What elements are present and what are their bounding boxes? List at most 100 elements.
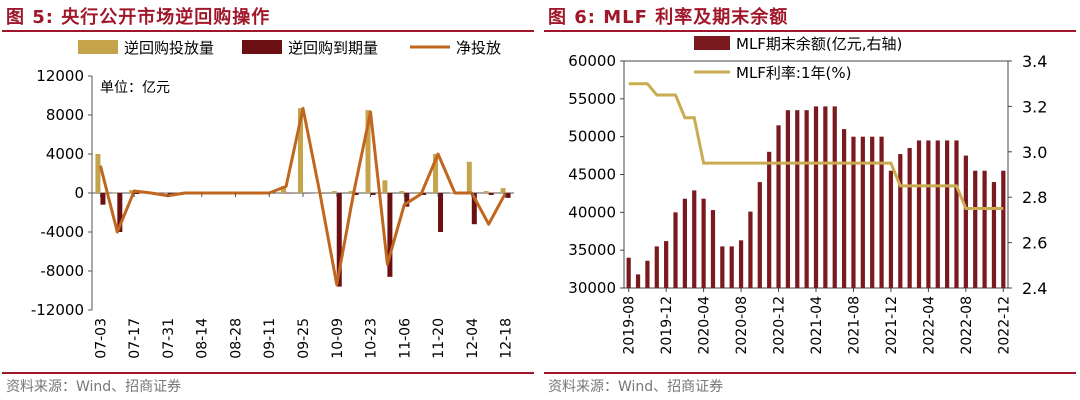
x-tick-label: 10-09 (330, 318, 346, 359)
bar-mlf-balance (682, 198, 687, 288)
bar-mlf-balance (645, 260, 650, 288)
bar-inflow (466, 161, 472, 193)
bar-inflow (449, 192, 455, 194)
bar-inflow (162, 192, 168, 194)
x-tick-label: 2019-08 (622, 296, 638, 355)
title-rule (544, 30, 1076, 32)
y-right-tick-label: 3.0 (1022, 143, 1047, 162)
bar-mlf-balance (935, 140, 940, 288)
bar-maturity (100, 193, 106, 205)
bar-mlf-balance (982, 170, 987, 288)
y-left-tick-label: 35000 (568, 241, 616, 259)
x-tick-label: 2020-12 (772, 296, 788, 355)
x-tick-label: 2021-04 (809, 296, 825, 355)
bar-mlf-balance (785, 110, 791, 288)
bar-mlf-balance (963, 155, 968, 288)
chart-panel-omo: 图 5: 央行公开市场逆回购操作 12000 8000 4000 0 -4000 -800… (2, 0, 534, 400)
bar-mlf-balance (795, 110, 800, 288)
y-left-tick-label: 45000 (568, 166, 616, 184)
x-tick-label: 2022-04 (921, 296, 937, 355)
x-tick-label: 08-28 (228, 318, 244, 359)
x-tick-label: 07-31 (161, 318, 177, 359)
x-tick-label: 10-23 (364, 318, 380, 359)
bar-mlf-balance (776, 125, 781, 288)
y-right-tick-label: 3.2 (1022, 97, 1047, 116)
bar-mlf-balance (664, 241, 669, 288)
bar-mlf-balance (757, 182, 762, 288)
bar-mlf-balance (654, 246, 659, 288)
bar-maturity (488, 193, 494, 195)
x-tick-label: 08-14 (195, 318, 211, 359)
x-tick-label: 2019-12 (659, 296, 675, 355)
legend-swatch-maturity (242, 40, 282, 54)
y-tick-label: 4000 (46, 145, 84, 163)
bar-maturity (319, 193, 325, 194)
bar-mlf-balance (973, 170, 978, 288)
bar-mlf-balance (907, 148, 912, 288)
x-tick-label: 09-11 (262, 318, 278, 359)
legend-label: MLF利率:1年(%) (736, 64, 851, 82)
bar-mlf-balance (860, 136, 865, 288)
bar-mlf-balance (729, 246, 734, 288)
bar-inflow (95, 154, 101, 193)
bar-inflow (500, 188, 506, 193)
x-tick-label: 2020-04 (697, 296, 713, 355)
x-tick-label: 2022-12 (996, 296, 1012, 355)
y-left-tick-label: 30000 (568, 279, 616, 297)
bar-mlf-balance (635, 274, 641, 288)
bar-inflow (433, 154, 439, 193)
bar-maturity (286, 193, 292, 194)
y-tick-label: 0 (74, 184, 84, 202)
x-tick-label: 12-18 (499, 318, 515, 359)
bar-maturity (353, 193, 359, 195)
y-tick-label: -4000 (40, 223, 84, 241)
x-tick-label: 2021-12 (884, 296, 900, 355)
bar-mlf-balance (954, 140, 959, 288)
bar-mlf-balance (945, 140, 950, 288)
y-left-tick-label: 50000 (568, 128, 616, 146)
y-right-tick-label: 3.4 (1022, 52, 1047, 71)
bar-inflow (112, 192, 118, 194)
bar-maturity (387, 193, 393, 277)
bar-mlf-balance (851, 136, 856, 288)
bar-maturity (471, 193, 477, 225)
bar-mlf-balance (832, 106, 837, 289)
mlf-chart: 60000 55000 50000 45000 40000 35000 30000 3.4 3.… (568, 35, 1047, 355)
source-note: 资料来源：Wind、招商证券 (6, 379, 182, 395)
y-right-tick-label: 2.4 (1022, 279, 1047, 298)
x-tick-label: 2021-08 (846, 296, 862, 355)
y-tick-label: 8000 (46, 106, 84, 124)
x-tick-label: 2022-08 (959, 296, 975, 355)
x-tick-label: 2020-08 (734, 296, 750, 355)
x-tick-label: 12-04 (465, 318, 481, 359)
source-rule (544, 372, 1076, 374)
bar-maturity (370, 193, 376, 195)
bar-inflow (129, 190, 135, 193)
bar-mlf-balance (991, 182, 997, 288)
y-tick-label: -12000 (31, 301, 84, 319)
unit-label: 单位：亿元 (100, 80, 170, 96)
bar-maturity (505, 193, 511, 198)
x-tick-label: 11-20 (431, 318, 447, 359)
source-rule (2, 372, 534, 374)
bar-mlf-balance (701, 198, 706, 288)
y-left-tick-label: 40000 (568, 203, 616, 221)
legend-label: 逆回购到期量 (288, 39, 378, 57)
y-tick-label: 12000 (36, 67, 84, 85)
x-tick-label: 07-03 (93, 318, 109, 359)
bar-inflow (298, 108, 303, 193)
source-note: 资料来源：Wind、招商证券 (548, 379, 724, 395)
bar-maturity (134, 193, 140, 194)
bar-mlf-balance (879, 136, 884, 288)
bar-inflow (281, 186, 287, 193)
bar-inflow (483, 191, 489, 193)
y-right-tick-label: 2.6 (1022, 234, 1047, 253)
bar-mlf-balance (870, 136, 875, 288)
omo-chart: 12000 8000 4000 0 -4000 -8000 -12000 单位：亿元 07-03… (31, 39, 515, 359)
bar-inflow (416, 192, 422, 193)
bar-inflow (382, 180, 388, 193)
bar-maturity (336, 193, 342, 287)
bar-inflow (331, 191, 337, 193)
x-tick-label: 11-06 (397, 318, 413, 359)
bar-maturity (117, 193, 123, 232)
